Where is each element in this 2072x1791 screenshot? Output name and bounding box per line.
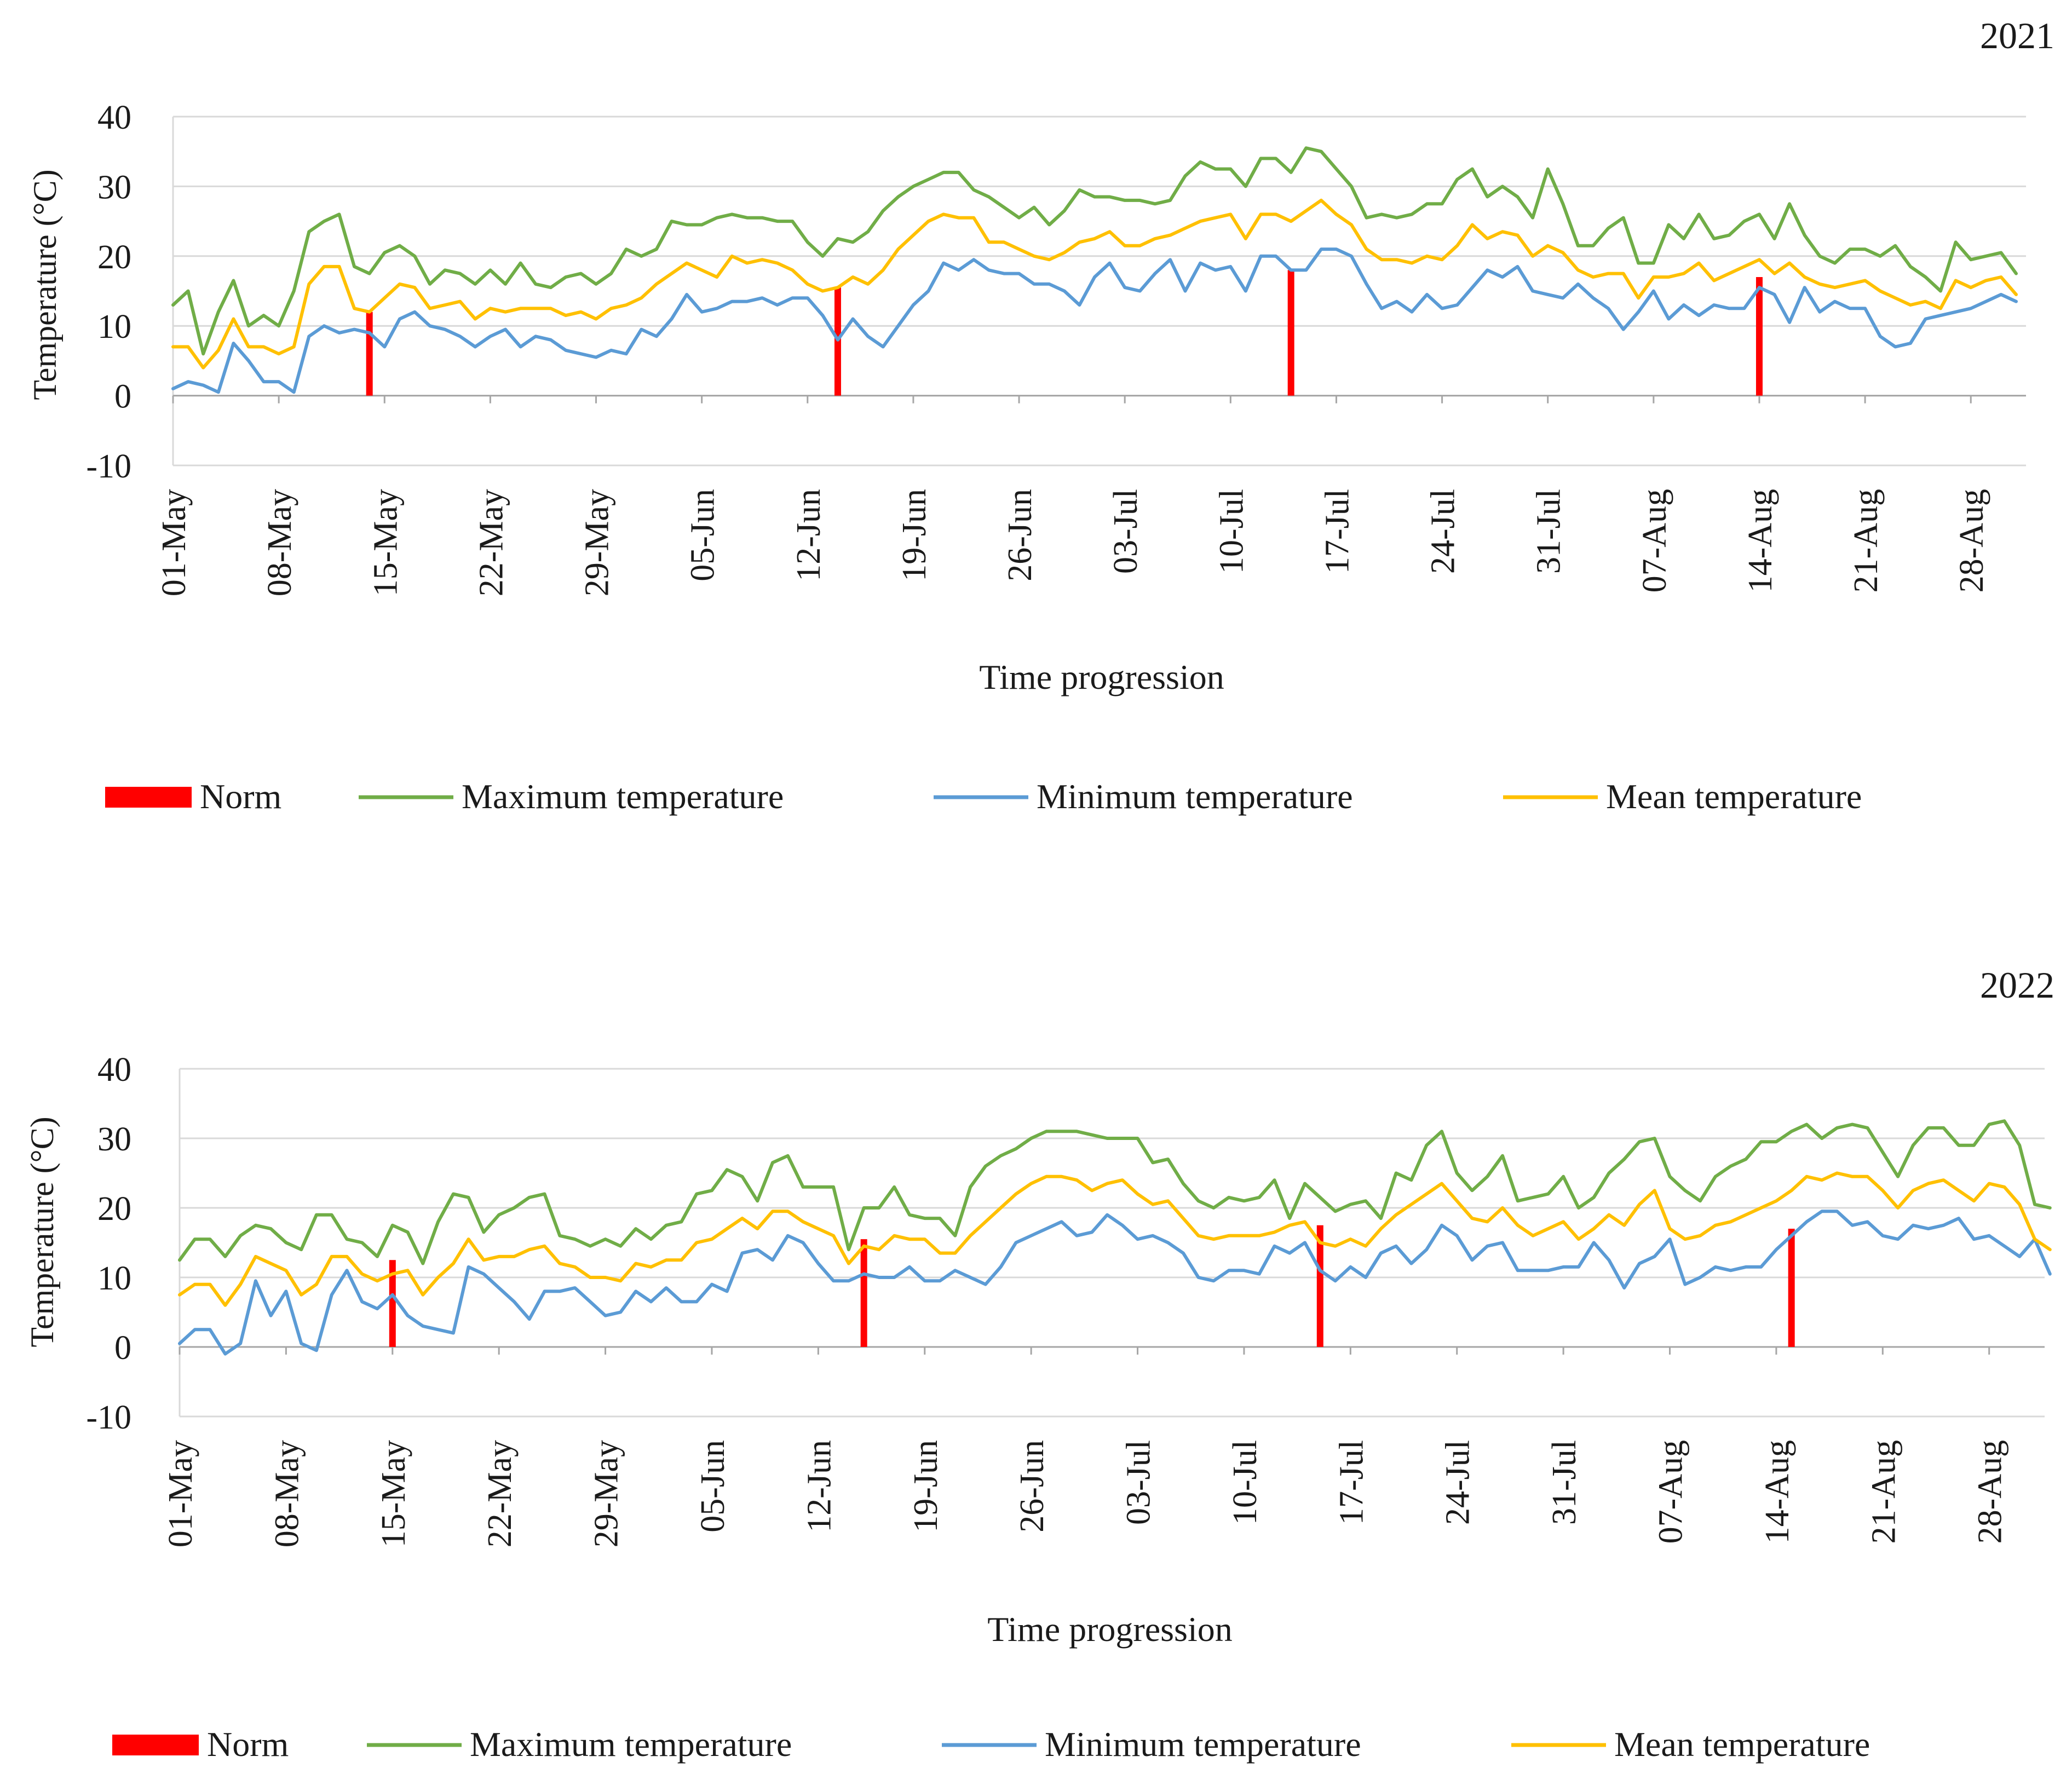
y-axis-label: Temperature (°C) <box>27 169 63 400</box>
chart-2021: 2021 40 30 20 10 0 -10 Temperature (°C) 01-Ma… <box>27 15 2054 816</box>
x-tick-label: 31-Jul <box>1530 489 1568 574</box>
y-axis-ticks: 40 30 20 10 0 -10 <box>86 1051 131 1436</box>
y-tick-label: 0 <box>114 378 131 416</box>
x-axis-ticks: 01-May 08-May 15-May 22-May 29-May 05-Jun 12-J… <box>162 1440 2009 1547</box>
legend: Norm Maximum temperature Minimum tempera… <box>105 777 1862 816</box>
norm-bars <box>389 1225 1795 1347</box>
x-tick-label: 24-Jul <box>1425 489 1462 574</box>
x-tick-label: 05-Jun <box>684 489 722 581</box>
x-axis-label: Time progression <box>979 658 1224 696</box>
norm-bar <box>1316 1225 1323 1347</box>
x-tick-label: 21-Aug <box>1847 489 1885 592</box>
chart-title: 2022 <box>1980 964 2054 1006</box>
norm-bar <box>834 287 841 396</box>
series-line-min <box>178 1210 2052 1356</box>
x-tick-label: 28-Aug <box>1972 1440 2009 1544</box>
x-tick-label: 01-May <box>162 1440 199 1547</box>
x-tick-label: 21-Aug <box>1865 1440 1902 1544</box>
x-tick-label: 08-May <box>268 1440 306 1547</box>
x-tick-label: 01-May <box>156 489 193 596</box>
legend-label-mean: Mean temperature <box>1614 1725 1870 1764</box>
x-tick-label: 07-Aug <box>1653 1440 1690 1544</box>
y-axis-ticks: 40 30 20 10 0 -10 <box>86 99 131 485</box>
x-tick-label: 29-May <box>579 489 616 596</box>
x-tick-label: 19-Jun <box>907 1440 945 1533</box>
series-lines <box>178 1119 2052 1356</box>
gridlines <box>172 116 2026 467</box>
x-tick-label: 15-May <box>367 489 404 596</box>
series-line-min <box>171 247 2018 394</box>
norm-bar <box>1287 270 1294 396</box>
chart-2022: 2022 40 30 20 10 0 -10 Temperature (°C) 01-Ma… <box>24 964 2054 1764</box>
y-tick-label: 30 <box>97 1121 131 1158</box>
y-tick-label: -10 <box>86 1399 131 1436</box>
legend-label-min: Minimum temperature <box>1045 1725 1361 1764</box>
x-tick-label: 08-May <box>261 489 298 596</box>
x-tick-label: 26-Jun <box>1014 1440 1051 1533</box>
gridlines <box>179 1068 2045 1418</box>
x-tick-label: 28-Aug <box>1953 489 1990 592</box>
legend-swatch-norm <box>105 787 192 808</box>
x-axis-ticks: 01-May 08-May 15-May 22-May 29-May 05-Jun 12-J… <box>156 489 1990 596</box>
x-tick-label: 17-Jul <box>1319 489 1356 574</box>
x-tick-label: 26-Jun <box>1002 489 1039 581</box>
legend: Norm Maximum temperature Minimum tempera… <box>112 1725 1870 1764</box>
norm-bar <box>366 312 373 396</box>
y-tick-label: -10 <box>86 448 131 485</box>
y-axis-label: Temperature (°C) <box>24 1116 60 1347</box>
x-tick-label: 17-Jul <box>1333 1440 1370 1525</box>
chart-title: 2021 <box>1980 15 2054 56</box>
x-tick-label: 31-Jul <box>1546 1440 1583 1525</box>
legend-label-max: Maximum temperature <box>462 777 784 816</box>
legend-label-mean: Mean temperature <box>1606 777 1862 816</box>
x-tick-label: 24-Jul <box>1440 1440 1477 1525</box>
x-axis-label: Time progression <box>987 1610 1232 1649</box>
y-tick-label: 20 <box>97 1190 131 1228</box>
y-tick-label: 10 <box>97 308 131 345</box>
x-tick-label: 10-Jul <box>1227 1440 1264 1525</box>
x-tick-label: 07-Aug <box>1636 489 1673 592</box>
x-tick-label: 14-Aug <box>1759 1440 1796 1544</box>
series-line-mean <box>178 1171 2052 1307</box>
x-tick-label: 10-Jul <box>1213 489 1250 574</box>
norm-bar <box>389 1260 396 1347</box>
y-tick-label: 40 <box>97 99 131 136</box>
legend-label-norm: Norm <box>207 1725 289 1764</box>
x-tick-label: 22-May <box>473 489 510 596</box>
x-tick-label: 22-May <box>481 1440 519 1547</box>
x-tick-label: 15-May <box>375 1440 412 1547</box>
series-line-max <box>171 146 2018 356</box>
x-tick-label: 29-May <box>588 1440 625 1547</box>
legend-label-norm: Norm <box>200 777 281 816</box>
series-lines <box>171 146 2018 394</box>
series-line-mean <box>171 198 2018 370</box>
x-tick-label: 12-Jun <box>801 1440 838 1533</box>
norm-bars <box>366 270 1763 396</box>
norm-bar <box>860 1239 867 1347</box>
x-tick-label: 14-Aug <box>1742 489 1779 592</box>
y-tick-label: 20 <box>97 239 131 276</box>
x-tick-label: 03-Jul <box>1107 489 1144 574</box>
x-tick-label: 03-Jul <box>1120 1440 1158 1525</box>
y-tick-label: 0 <box>114 1329 131 1367</box>
norm-bar <box>1756 277 1763 396</box>
legend-label-min: Minimum temperature <box>1037 777 1353 816</box>
x-tick-label: 19-Jun <box>896 489 933 581</box>
y-tick-label: 40 <box>97 1051 131 1089</box>
y-tick-label: 10 <box>97 1260 131 1297</box>
x-tick-label: 12-Jun <box>790 489 827 581</box>
norm-bar <box>1788 1229 1795 1347</box>
y-tick-label: 30 <box>97 169 131 206</box>
series-line-max <box>178 1119 2052 1265</box>
legend-label-max: Maximum temperature <box>470 1725 792 1764</box>
legend-swatch-norm <box>112 1735 199 1755</box>
x-tick-label: 05-Jun <box>694 1440 732 1533</box>
